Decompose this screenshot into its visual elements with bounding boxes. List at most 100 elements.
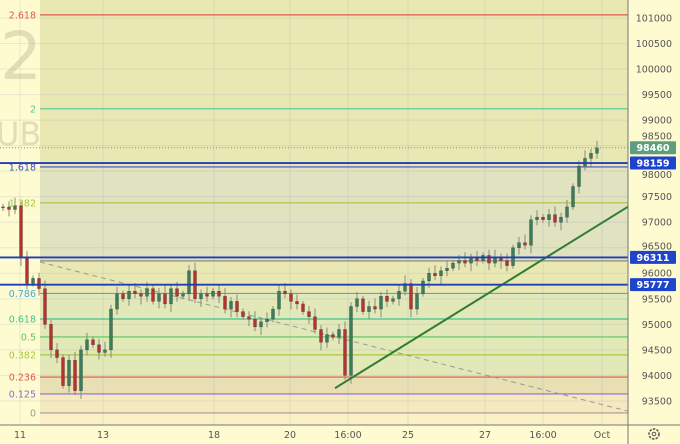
gear-icon[interactable] <box>648 428 660 440</box>
fib-level-label: 0.236 <box>9 373 36 384</box>
candle-body <box>61 357 65 386</box>
candle <box>355 291 359 313</box>
level-price-tag-bg <box>630 156 676 170</box>
candle <box>445 261 449 277</box>
candle-body <box>73 359 77 391</box>
candle <box>73 351 77 396</box>
candle-body <box>181 293 185 297</box>
candle-body <box>463 260 467 264</box>
time-tick-label: 16:00 <box>529 430 556 441</box>
candle <box>181 290 185 300</box>
candle <box>487 249 491 270</box>
candle <box>187 265 191 301</box>
candle-body <box>547 214 551 220</box>
candle <box>349 302 353 384</box>
time-tick-label: 27 <box>479 430 491 441</box>
candle-body <box>331 334 335 338</box>
candle <box>223 288 227 314</box>
candle <box>547 208 551 227</box>
time-tick-label: Oct <box>594 430 611 441</box>
candle <box>433 265 437 281</box>
candle-body <box>103 349 107 353</box>
candle-body <box>19 205 23 259</box>
price-tick-label: 96500 <box>642 241 672 252</box>
candle-body <box>445 268 449 271</box>
last-price-tag: 98460 <box>636 143 669 154</box>
candle <box>253 311 257 332</box>
candle <box>7 201 11 217</box>
level-price-tag: 95777 <box>636 280 669 291</box>
gear-icon-ring <box>648 428 660 440</box>
candle <box>367 300 371 319</box>
candle-body <box>217 291 221 297</box>
candle-body <box>403 283 407 292</box>
level-price-tag: 96311 <box>636 253 669 264</box>
candle <box>307 305 311 324</box>
fib-level-label: 0.125 <box>9 389 36 400</box>
candle <box>463 252 467 268</box>
candle-body <box>109 308 113 351</box>
candle-body <box>307 311 311 317</box>
candle <box>415 286 419 315</box>
candle <box>55 342 59 364</box>
candle-body <box>271 308 275 320</box>
candle <box>391 295 395 305</box>
candle-body <box>49 324 53 351</box>
candle <box>331 331 335 341</box>
candle-body <box>355 298 359 307</box>
candle-body <box>367 306 371 312</box>
candle <box>559 212 563 231</box>
candle <box>523 234 527 250</box>
candle-body <box>337 329 341 338</box>
candle-body <box>31 278 35 284</box>
candle <box>379 291 383 318</box>
price-tick-label: 98000 <box>642 170 672 181</box>
candle <box>289 289 293 310</box>
fib-band <box>40 377 632 394</box>
level-price-tag-bg <box>630 250 676 264</box>
candle-body <box>541 216 545 220</box>
candle-body <box>505 260 509 266</box>
candle <box>247 311 251 327</box>
fib-level-label: 2.618 <box>9 10 36 21</box>
fib-level-label: 2 <box>30 104 36 115</box>
candle <box>277 285 281 316</box>
candle <box>127 285 131 306</box>
candle <box>49 320 53 359</box>
price-axis <box>628 0 680 444</box>
candle-body <box>319 329 323 343</box>
candle <box>319 325 323 351</box>
candle-body <box>247 316 251 320</box>
candle-body <box>427 273 431 282</box>
candle <box>229 297 233 318</box>
candle-body <box>43 288 47 325</box>
candle-body <box>457 260 461 264</box>
price-tick-label: 93500 <box>642 396 672 407</box>
candle <box>439 266 443 285</box>
candle <box>109 304 113 359</box>
candle <box>97 339 101 360</box>
fib-level-label: 0.618 <box>9 314 36 325</box>
candle <box>553 206 557 227</box>
candle-body <box>325 334 329 343</box>
candle-body <box>409 283 413 310</box>
candle <box>271 305 275 323</box>
candle-body <box>421 280 425 294</box>
time-tick-label: 11 <box>14 430 26 441</box>
candle-body <box>469 257 473 264</box>
candle <box>385 289 389 307</box>
candle <box>565 200 569 223</box>
time-tick-label: 16:00 <box>334 430 361 441</box>
candle-body <box>115 293 119 310</box>
candle-body <box>253 319 257 328</box>
candle-body <box>13 205 17 210</box>
candle <box>313 308 317 334</box>
time-tick-label: 20 <box>284 430 296 441</box>
candle <box>163 285 167 309</box>
candle <box>121 290 125 302</box>
candle-body <box>7 206 11 210</box>
candle-body <box>277 291 281 310</box>
candle <box>325 327 329 348</box>
candle-body <box>187 270 191 294</box>
